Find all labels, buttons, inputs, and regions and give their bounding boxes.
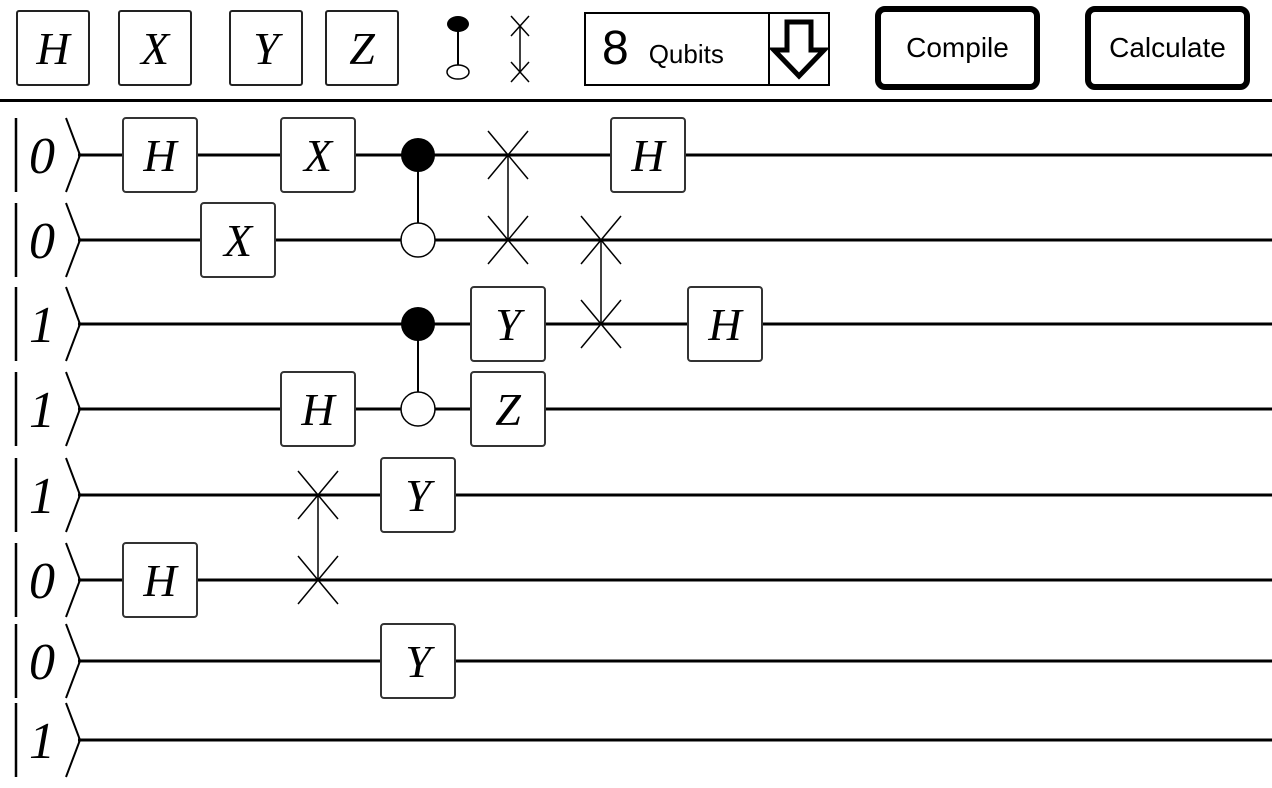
swap-mark[interactable]: [297, 470, 339, 520]
gate-z[interactable]: [470, 371, 546, 447]
tool-x-gate[interactable]: X: [118, 10, 192, 86]
toolbar-divider: [0, 99, 1272, 102]
gate-h[interactable]: [687, 286, 763, 362]
gate-y[interactable]: [470, 286, 546, 362]
ket-bracket: [65, 371, 82, 447]
gate-label: Y: [405, 636, 435, 687]
gate-label: Y: [405, 470, 435, 521]
gate-label: X: [222, 215, 254, 266]
initial-state[interactable]: 0: [29, 213, 55, 270]
ket-bracket: [65, 286, 82, 362]
gate-h[interactable]: [280, 371, 356, 447]
qubit-display: 8 Qubits: [586, 14, 768, 84]
tool-x-label: X: [140, 22, 170, 74]
gate-label: X: [302, 130, 334, 181]
gate-x[interactable]: [280, 117, 356, 193]
gate-label: Y: [495, 299, 525, 350]
swap-mark[interactable]: [580, 215, 622, 265]
control-icon[interactable]: [438, 10, 478, 86]
tool-h-gate[interactable]: H: [16, 10, 90, 86]
control-dot[interactable]: [401, 307, 435, 341]
gate-h[interactable]: [122, 542, 198, 618]
initial-state[interactable]: 1: [29, 468, 55, 525]
qubit-count: 8: [602, 22, 629, 75]
calculate-label: Calculate: [1109, 32, 1226, 63]
gate-h[interactable]: [122, 117, 198, 193]
qubit-dropdown-button[interactable]: [768, 14, 828, 84]
initial-state[interactable]: 1: [29, 713, 55, 770]
gate-label: H: [142, 555, 179, 606]
gate-label: Z: [495, 384, 521, 435]
swap-mark[interactable]: [487, 130, 529, 180]
swap-mark[interactable]: [487, 215, 529, 265]
gate-y[interactable]: [380, 623, 456, 699]
ket-bracket: [65, 623, 82, 699]
tool-y-label: Y: [253, 22, 279, 74]
control-target[interactable]: [400, 391, 436, 427]
ket-bracket: [65, 542, 82, 618]
initial-state[interactable]: 0: [29, 634, 55, 691]
control-dot[interactable]: [401, 138, 435, 172]
tool-z-label: Z: [349, 22, 375, 74]
ket-bracket: [65, 117, 82, 193]
tool-h-label: H: [36, 22, 70, 74]
swap-mark[interactable]: [580, 299, 622, 349]
swap-icon[interactable]: [500, 10, 540, 86]
gate-label: H: [142, 130, 179, 181]
tool-z-gate[interactable]: Z: [325, 10, 399, 86]
arrow-down-icon: [770, 19, 828, 80]
compile-label: Compile: [906, 32, 1009, 63]
initial-state[interactable]: 1: [29, 382, 55, 439]
gate-h[interactable]: [610, 117, 686, 193]
gate-label: H: [707, 299, 744, 350]
control-target[interactable]: [400, 222, 436, 258]
gate-label: H: [630, 130, 667, 181]
qubit-selector: 8 Qubits: [584, 12, 830, 86]
tool-y-gate[interactable]: Y: [229, 10, 303, 86]
initial-state[interactable]: 0: [29, 553, 55, 610]
gate-y[interactable]: [380, 457, 456, 533]
toolbar: H X Y Z 8 Qubits Compile Calculat: [0, 0, 1272, 100]
initial-state[interactable]: 0: [29, 128, 55, 185]
gate-label: H: [300, 384, 337, 435]
gate-x[interactable]: [200, 202, 276, 278]
calculate-button[interactable]: Calculate: [1085, 6, 1250, 90]
ket-bracket: [65, 702, 82, 778]
ket-bracket: [65, 202, 82, 278]
ket-bracket: [65, 457, 82, 533]
qubit-label: Qubits: [648, 38, 724, 69]
initial-state[interactable]: 1: [29, 297, 55, 354]
swap-mark[interactable]: [297, 555, 339, 605]
compile-button[interactable]: Compile: [875, 6, 1040, 90]
